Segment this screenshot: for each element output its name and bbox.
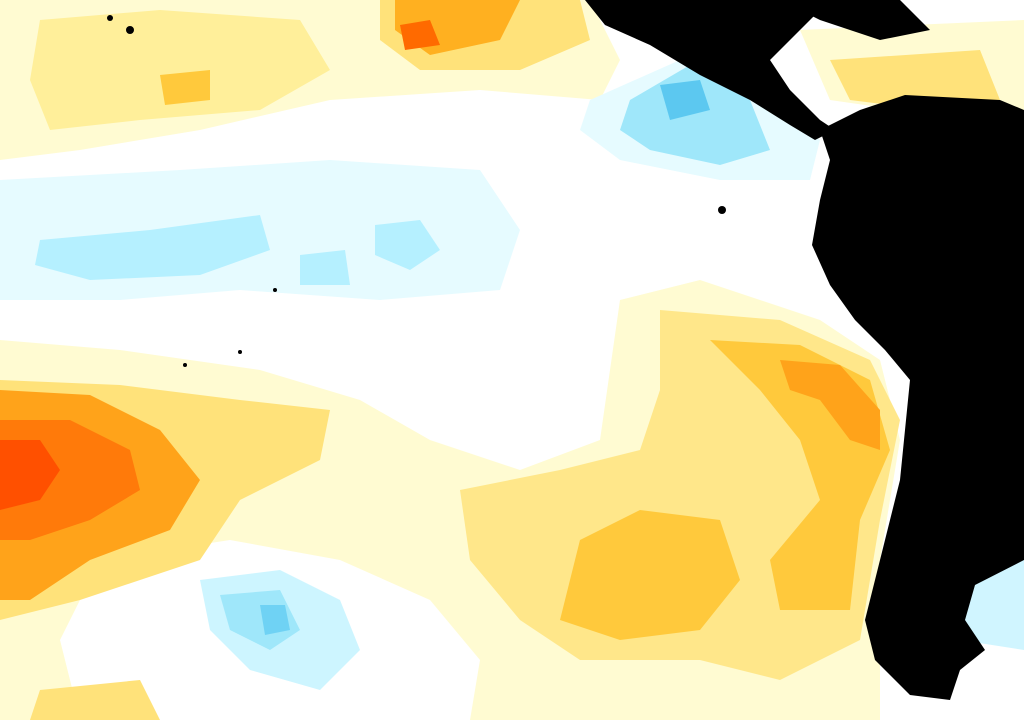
cool-patch (375, 220, 440, 270)
warm-patch (560, 510, 740, 640)
cool-patch (300, 250, 350, 285)
island (718, 206, 726, 214)
land-island (780, 0, 930, 40)
cool-patch (660, 80, 710, 120)
land-south-america (812, 95, 1024, 700)
warm-patch (30, 10, 330, 130)
hot-patch (780, 360, 880, 450)
warm-patch (160, 70, 210, 105)
island (238, 350, 242, 354)
hot-patch (0, 440, 60, 510)
warm-patch (30, 680, 160, 720)
island (183, 363, 187, 367)
island (126, 26, 134, 34)
land-central-america (585, 0, 835, 140)
cool-patch (35, 215, 270, 280)
hot-patch (400, 20, 440, 50)
cool-patch (260, 605, 290, 635)
warm-patch (830, 50, 1000, 110)
island (107, 15, 113, 21)
island (273, 288, 277, 292)
